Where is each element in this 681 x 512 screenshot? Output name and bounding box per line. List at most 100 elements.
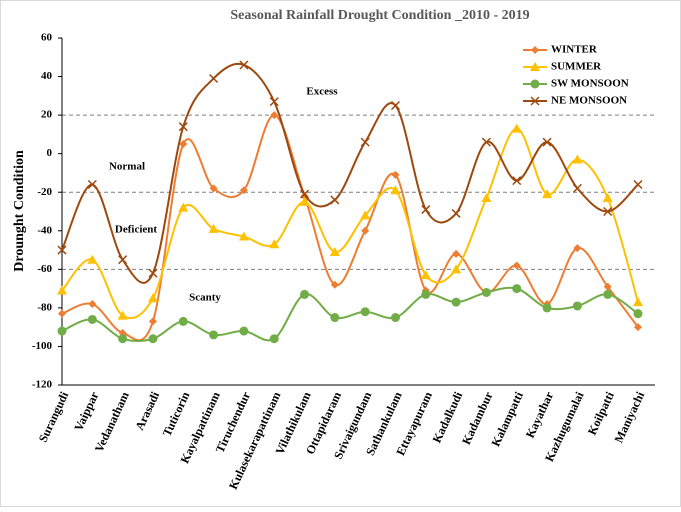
marker	[451, 264, 462, 274]
marker	[512, 176, 522, 186]
marker	[58, 309, 66, 318]
marker	[572, 154, 583, 164]
marker	[512, 284, 522, 294]
marker	[481, 193, 492, 203]
marker	[209, 73, 219, 84]
annotation: Excess	[306, 86, 338, 98]
marker	[178, 122, 188, 132]
marker	[602, 193, 613, 203]
legend-label: SW MONSOON	[551, 78, 629, 90]
y-tick-label: -120	[32, 379, 53, 391]
marker	[330, 195, 340, 205]
legend-label: SUMMER	[551, 61, 602, 73]
marker	[512, 261, 521, 270]
legend-marker	[531, 46, 539, 54]
marker	[87, 254, 98, 264]
marker	[269, 334, 279, 344]
marker	[451, 297, 461, 307]
marker	[57, 326, 67, 336]
marker	[421, 289, 431, 299]
marker	[452, 249, 461, 258]
y-tick-label: 0	[47, 147, 53, 159]
marker	[299, 196, 310, 206]
marker	[329, 246, 340, 256]
marker	[330, 313, 340, 323]
marker	[238, 231, 249, 241]
marker	[87, 314, 97, 324]
marker	[118, 334, 128, 344]
marker	[481, 287, 491, 297]
marker	[360, 137, 370, 147]
marker	[147, 293, 158, 303]
marker	[88, 300, 97, 309]
marker	[633, 297, 643, 307]
marker	[269, 239, 280, 249]
marker	[390, 100, 401, 111]
marker	[542, 189, 553, 199]
marker	[57, 245, 67, 255]
marker	[633, 179, 643, 190]
marker	[209, 184, 218, 193]
marker	[270, 111, 279, 120]
marker	[572, 183, 582, 193]
marker	[511, 123, 522, 133]
legend-label: NE MONSOON	[551, 95, 627, 107]
marker	[451, 208, 461, 218]
marker	[634, 323, 642, 332]
marker	[178, 202, 189, 212]
marker	[118, 255, 128, 265]
marker	[178, 316, 188, 326]
marker	[239, 186, 248, 195]
y-tick-label: -40	[37, 224, 52, 236]
marker	[603, 289, 613, 299]
y-axis-label: Drounght Condition	[12, 150, 27, 272]
annotation: Normal	[109, 161, 145, 173]
marker	[421, 205, 431, 215]
chart-title: Seasonal Rainfall Drought Condition _201…	[230, 8, 529, 23]
marker	[330, 280, 339, 289]
marker	[361, 226, 370, 235]
annotation: Deficient	[115, 224, 157, 236]
y-tick-label: -100	[32, 340, 53, 352]
marker	[57, 285, 67, 295]
y-tick-label: -80	[37, 301, 52, 313]
marker	[542, 137, 552, 147]
marker	[239, 326, 249, 336]
marker	[360, 307, 370, 317]
legend-marker	[530, 62, 540, 71]
marker	[542, 303, 552, 313]
marker	[572, 301, 582, 311]
marker	[420, 270, 431, 280]
marker	[360, 210, 371, 220]
marker	[603, 282, 612, 291]
marker	[269, 97, 279, 107]
marker	[209, 330, 219, 340]
y-tick-label: 60	[41, 32, 53, 44]
annotation: Scanty	[189, 292, 221, 304]
marker	[390, 313, 400, 323]
marker	[239, 60, 249, 70]
y-tick-label: 20	[41, 109, 53, 121]
marker	[148, 334, 158, 344]
marker	[390, 185, 401, 195]
legend-marker	[530, 96, 540, 106]
y-tick-label: -60	[37, 263, 52, 275]
legend-marker	[530, 79, 540, 89]
marker	[179, 140, 188, 149]
marker	[87, 179, 97, 190]
y-tick-label: -20	[37, 186, 52, 198]
marker	[300, 289, 310, 299]
marker	[117, 310, 128, 320]
marker	[573, 244, 582, 253]
y-tick-label: 40	[41, 70, 53, 82]
marker	[481, 137, 491, 147]
marker	[603, 206, 613, 217]
marker	[391, 170, 400, 179]
marker	[633, 309, 643, 319]
marker	[148, 268, 158, 278]
marker	[148, 317, 157, 326]
marker	[208, 223, 219, 233]
marker	[299, 189, 310, 199]
